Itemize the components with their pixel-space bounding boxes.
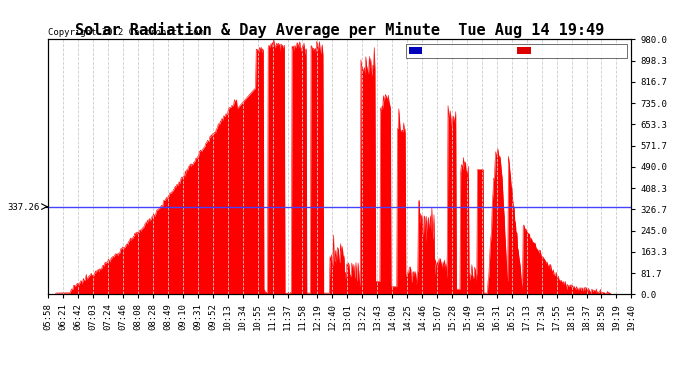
Text: Copyright 2012 Cartronics.com: Copyright 2012 Cartronics.com (48, 28, 204, 37)
Title: Solar Radiation & Day Average per Minute  Tue Aug 14 19:49: Solar Radiation & Day Average per Minute… (75, 22, 604, 38)
Legend: Median (w/m2), Radiation (w/m2): Median (w/m2), Radiation (w/m2) (406, 44, 627, 58)
